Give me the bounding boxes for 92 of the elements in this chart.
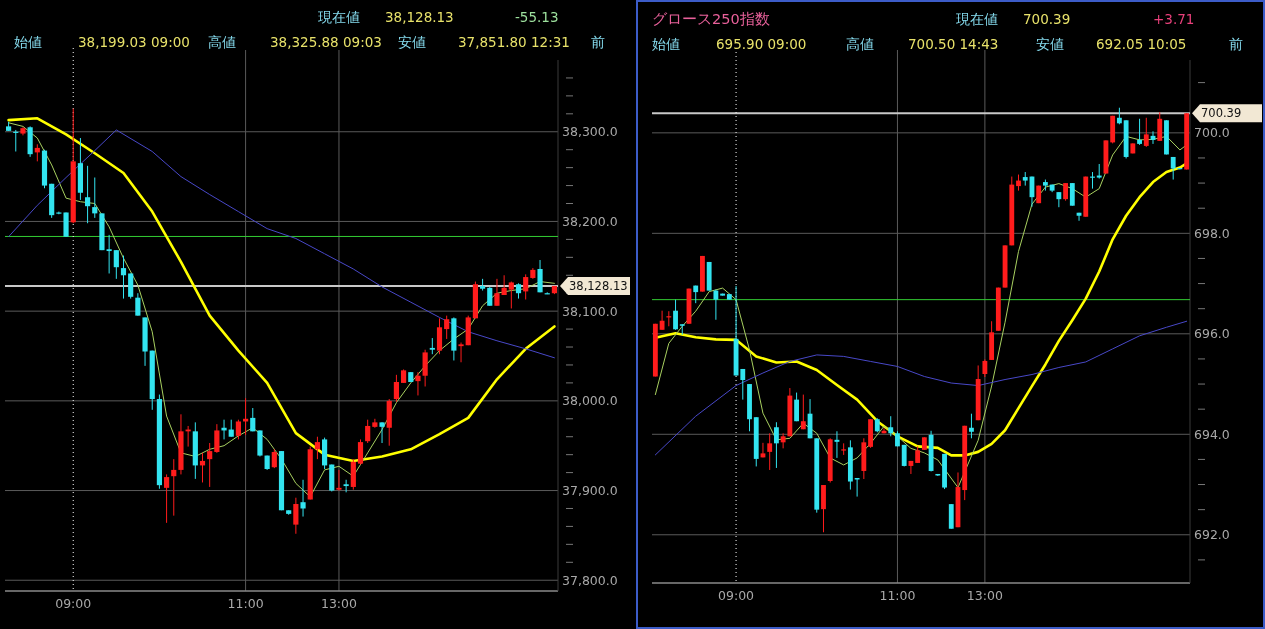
y-tick-label: 37,900.0 — [562, 483, 618, 499]
candlestick — [113, 249, 119, 280]
ref-line-label: 700.39 — [1201, 106, 1242, 121]
candlestick — [1143, 117, 1149, 148]
x-tick-label: 11:00 — [227, 596, 264, 611]
candlestick — [415, 371, 421, 396]
x-tick-label: 11:00 — [879, 588, 916, 603]
candlestick — [235, 419, 241, 440]
candlestick — [120, 255, 127, 300]
text: 37,851.80 12:31 — [458, 34, 570, 50]
candlestick — [1069, 182, 1075, 207]
candlestick — [773, 421, 779, 469]
text: -55.13 — [515, 9, 559, 25]
text: 38,199.03 09:00 — [78, 34, 190, 50]
text: 38,325.88 09:03 — [270, 34, 382, 50]
line-series — [8, 129, 555, 359]
ref-line-label: 38,128.13 — [569, 278, 628, 293]
text: 前 — [591, 34, 605, 50]
y-tick-label: 696.0 — [1194, 326, 1230, 342]
candlestick — [365, 419, 371, 444]
candlestick — [800, 394, 806, 430]
y-tick-label: 38,300.0 — [562, 124, 618, 140]
line-series — [654, 320, 1188, 456]
candlestick — [888, 415, 894, 437]
candlestick — [713, 289, 719, 321]
y-tick-label: 38,200.0 — [562, 213, 618, 229]
candlestick — [767, 432, 773, 471]
candlestick — [171, 458, 177, 517]
candlestick — [794, 392, 800, 422]
text: 695.90 09:00 — [716, 36, 807, 52]
candlestick — [487, 286, 493, 307]
x-tick-label: 09:00 — [55, 596, 92, 611]
candlestick — [1056, 191, 1062, 208]
chart-title: グロース250指数 — [652, 11, 770, 27]
candlestick — [393, 374, 399, 403]
candlestick — [780, 432, 786, 449]
y-tick-label: 38,000.0 — [562, 393, 618, 409]
x-tick-label: 13:00 — [320, 596, 358, 611]
y-tick-label: 698.0 — [1194, 225, 1230, 241]
candlestick — [740, 368, 746, 401]
candlestick — [508, 281, 514, 309]
y-tick-label: 694.0 — [1194, 426, 1230, 442]
text: 安値 — [1036, 36, 1064, 52]
candlestick — [673, 299, 678, 331]
candlestick — [343, 479, 349, 493]
candlestick — [336, 469, 342, 492]
text: 692.05 10:05 — [1096, 36, 1187, 52]
candlestick — [444, 315, 450, 340]
y-tick-label: 692.0 — [1194, 527, 1230, 543]
candlestick — [164, 473, 170, 524]
candlestick — [379, 421, 385, 444]
y-tick-label: 37,800.0 — [562, 572, 618, 588]
candlestick — [293, 497, 299, 535]
y-tick-label: 700.0 — [1194, 125, 1230, 141]
text: 現在値 — [956, 11, 998, 27]
candlestick — [908, 460, 914, 475]
x-tick-label: 13:00 — [966, 588, 1003, 603]
text: 700.39 — [1023, 11, 1071, 27]
text: 現在値 — [318, 9, 360, 25]
candlestick — [300, 479, 306, 518]
text: 安値 — [398, 34, 426, 50]
candlestick — [854, 477, 860, 498]
candlestick — [128, 272, 134, 300]
candlestick — [537, 259, 543, 293]
candlestick — [494, 278, 500, 307]
candlestick — [92, 177, 98, 219]
candlestick — [271, 448, 277, 469]
text: 始値 — [652, 36, 680, 52]
candlestick — [207, 442, 213, 488]
candlestick — [1137, 118, 1142, 146]
text: 高値 — [846, 36, 874, 52]
candlestick — [659, 310, 665, 331]
candlestick — [314, 436, 320, 460]
text: +3.71 — [1153, 11, 1195, 27]
candlestick — [357, 438, 364, 466]
candlestick — [1157, 111, 1163, 142]
text: 高値 — [208, 34, 236, 50]
candlestick — [106, 234, 112, 274]
text: 前 — [1229, 36, 1243, 52]
text: 700.50 14:43 — [908, 36, 999, 52]
candlestick — [135, 292, 141, 317]
candlestick — [458, 342, 464, 363]
x-tick-label: 09:00 — [718, 588, 755, 603]
y-tick-label: 38,100.0 — [562, 303, 618, 319]
text: 38,128.13 — [385, 9, 454, 25]
candlestick — [436, 317, 443, 355]
candlestick — [214, 423, 220, 454]
candlestick — [969, 413, 974, 439]
text: 始値 — [14, 34, 42, 50]
candlestick — [523, 273, 529, 300]
candlestick — [85, 165, 91, 224]
candlestick — [422, 349, 428, 387]
